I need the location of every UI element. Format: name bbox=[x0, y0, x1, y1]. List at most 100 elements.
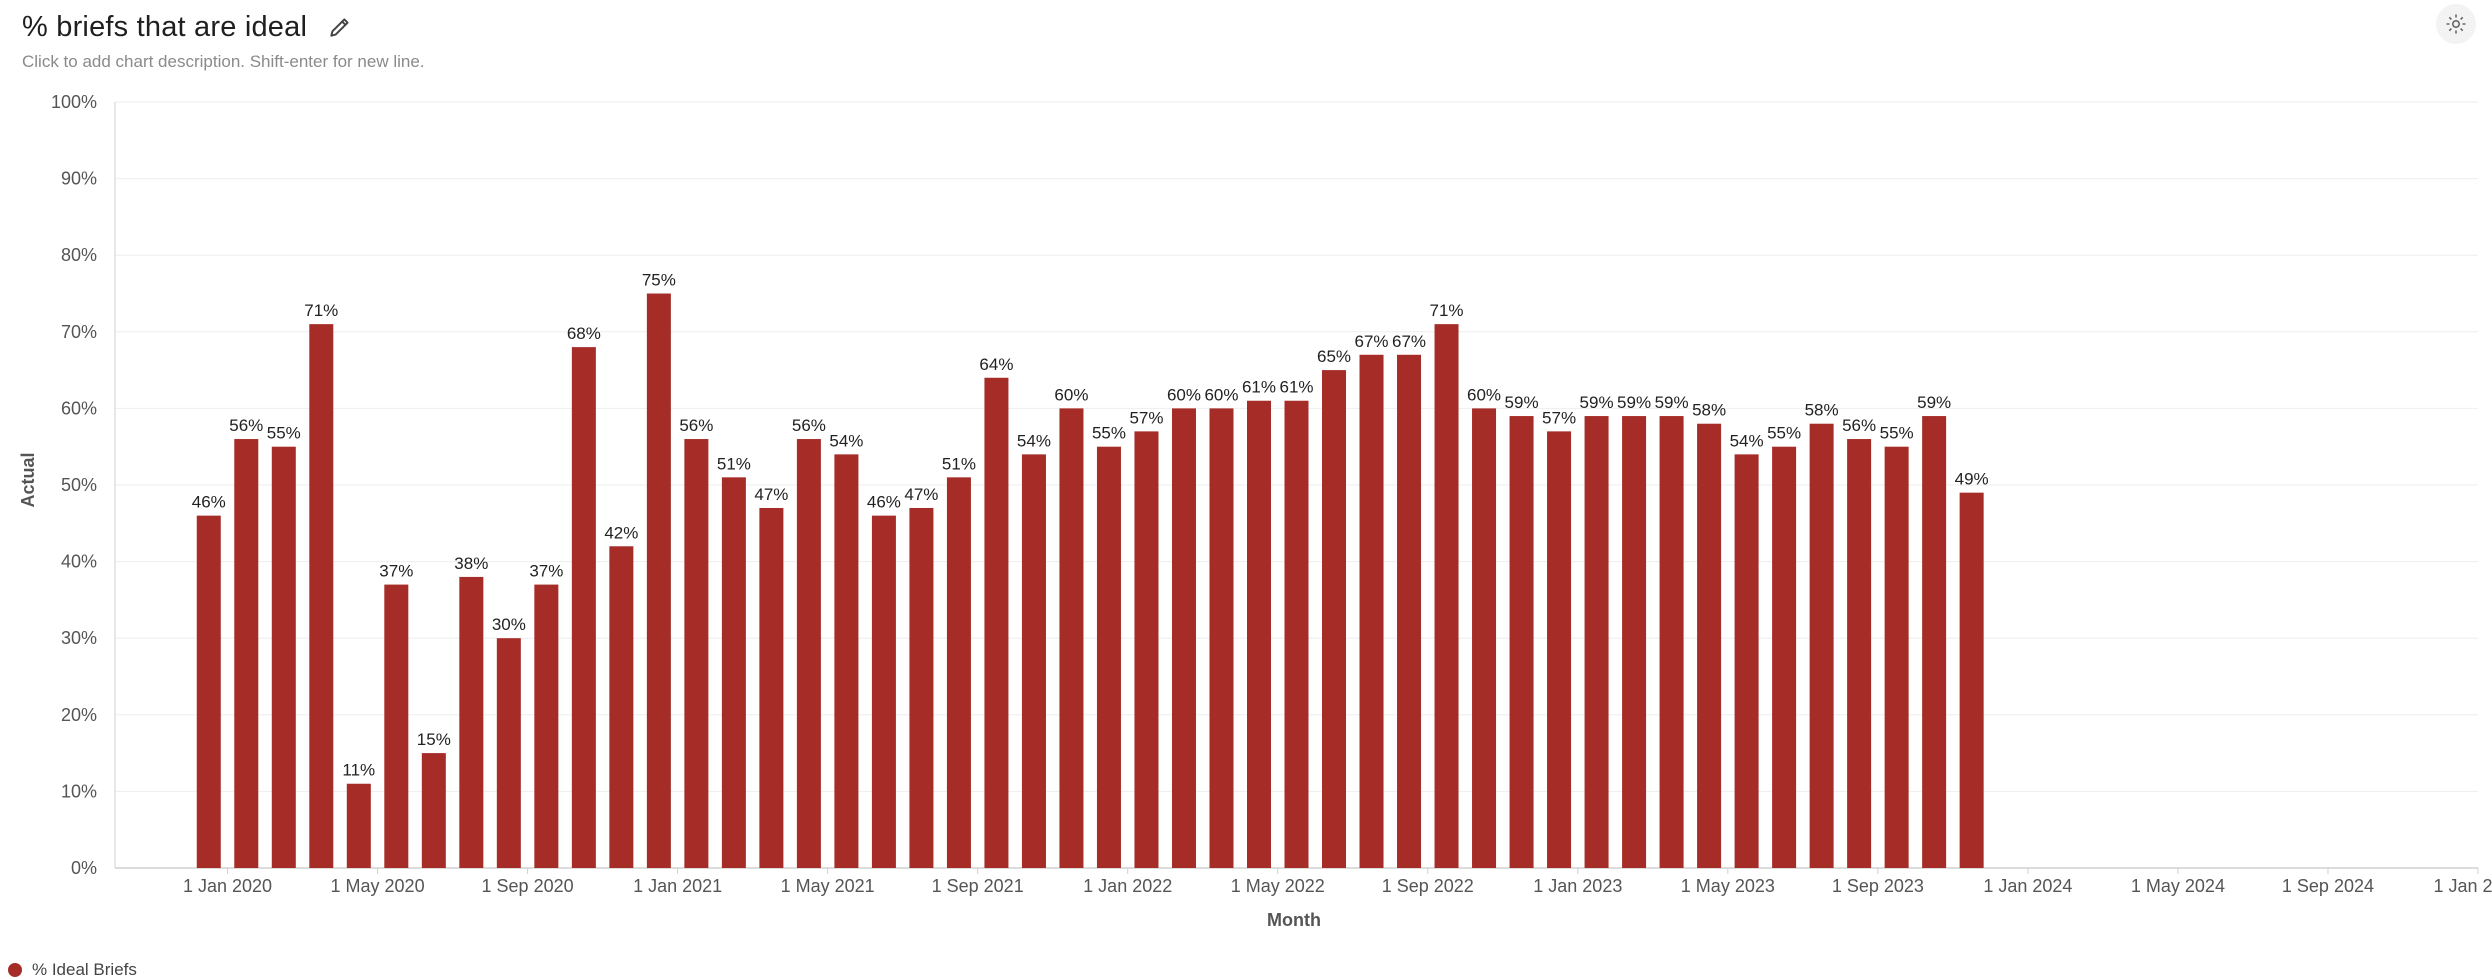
legend[interactable]: % Ideal Briefs bbox=[8, 960, 137, 980]
bar-value-label: 56% bbox=[229, 416, 263, 435]
bar[interactable] bbox=[684, 439, 709, 868]
y-axis-title: Actual bbox=[18, 452, 38, 507]
bar[interactable] bbox=[1697, 423, 1722, 868]
bar[interactable] bbox=[571, 347, 596, 868]
bar-value-label: 59% bbox=[1617, 393, 1651, 412]
bar[interactable] bbox=[721, 477, 746, 868]
bar[interactable] bbox=[1959, 492, 1984, 868]
bar-value-label: 46% bbox=[192, 493, 226, 512]
bar[interactable] bbox=[1809, 423, 1834, 868]
bar[interactable] bbox=[1547, 431, 1572, 868]
bar-value-label: 37% bbox=[379, 562, 413, 581]
y-tick-label: 80% bbox=[61, 245, 97, 265]
bar[interactable] bbox=[909, 507, 934, 868]
bar-value-label: 54% bbox=[1017, 431, 1051, 450]
bar[interactable] bbox=[1472, 408, 1497, 868]
bar[interactable] bbox=[271, 446, 296, 868]
bar[interactable] bbox=[1434, 324, 1459, 868]
bar[interactable] bbox=[421, 753, 446, 868]
bar-value-label: 60% bbox=[1167, 385, 1201, 404]
x-tick-label: 1 May 2024 bbox=[2131, 876, 2225, 896]
bar-value-label: 59% bbox=[1917, 393, 1951, 412]
bar[interactable] bbox=[1659, 416, 1684, 868]
chart-description[interactable]: Click to add chart description. Shift-en… bbox=[22, 52, 425, 71]
bar[interactable] bbox=[946, 477, 971, 868]
bar-value-label: 59% bbox=[1505, 393, 1539, 412]
x-axis-ticks: 1 Jan 2020 1 May 2020 1 Sep 2020 1 Jan 2021… bbox=[183, 868, 2492, 896]
bar-value-label: 71% bbox=[1430, 301, 1464, 320]
bar[interactable] bbox=[1509, 416, 1534, 868]
bar[interactable] bbox=[1059, 408, 1084, 868]
bar-value-label: 60% bbox=[1054, 385, 1088, 404]
bar-value-label: 65% bbox=[1317, 347, 1351, 366]
bar-value-label: 57% bbox=[1129, 408, 1163, 427]
bar[interactable] bbox=[646, 293, 671, 869]
chart-header: % briefs that are ideal bbox=[22, 6, 355, 48]
bar[interactable] bbox=[1847, 439, 1872, 868]
bar[interactable] bbox=[609, 546, 634, 868]
bar[interactable] bbox=[1359, 354, 1384, 868]
bar[interactable] bbox=[1734, 454, 1759, 868]
bar[interactable] bbox=[1246, 400, 1271, 868]
bar[interactable] bbox=[234, 439, 259, 868]
y-tick-label: 90% bbox=[61, 169, 97, 189]
bar[interactable] bbox=[496, 638, 521, 868]
bar[interactable] bbox=[796, 439, 821, 868]
bar-value-label: 38% bbox=[454, 554, 488, 573]
bar-value-label: 61% bbox=[1279, 378, 1313, 397]
y-tick-label: 10% bbox=[61, 781, 97, 801]
x-tick-label: 1 Jan 2021 bbox=[633, 876, 722, 896]
bar[interactable] bbox=[1171, 408, 1196, 868]
bar[interactable] bbox=[834, 454, 859, 868]
bar[interactable] bbox=[1284, 400, 1309, 868]
bar-value-label: 64% bbox=[979, 355, 1013, 374]
bar[interactable] bbox=[871, 515, 896, 868]
bar[interactable] bbox=[1584, 416, 1609, 868]
bar[interactable] bbox=[1772, 446, 1797, 868]
bar[interactable] bbox=[309, 324, 334, 868]
x-tick-label: 1 Sep 2024 bbox=[2282, 876, 2374, 896]
bar-value-label: 56% bbox=[792, 416, 826, 435]
pencil-icon[interactable] bbox=[325, 12, 355, 42]
y-tick-label: 30% bbox=[61, 628, 97, 648]
x-tick-label: 1 Jan 2022 bbox=[1083, 876, 1172, 896]
bar[interactable] bbox=[534, 584, 559, 868]
bar-value-label: 55% bbox=[1880, 424, 1914, 443]
bar-value-label: 71% bbox=[304, 301, 338, 320]
bar-value-label: 55% bbox=[267, 424, 301, 443]
x-tick-label: 1 Sep 2020 bbox=[482, 876, 574, 896]
bar[interactable] bbox=[1397, 354, 1422, 868]
bar[interactable] bbox=[1622, 416, 1647, 868]
y-axis-ticks: 0% 10% 20% 30% 40% 50% 60% 70% 80% 90% 100% bbox=[51, 92, 97, 878]
x-tick-label: 1 Jan 2023 bbox=[1533, 876, 1622, 896]
bar-value-label: 47% bbox=[754, 485, 788, 504]
bar[interactable] bbox=[759, 507, 784, 868]
bar[interactable] bbox=[984, 377, 1009, 868]
bar[interactable] bbox=[1134, 431, 1159, 868]
gear-icon[interactable] bbox=[2436, 4, 2476, 44]
x-tick-label: 1 May 2021 bbox=[781, 876, 875, 896]
y-tick-label: 100% bbox=[51, 92, 97, 112]
x-tick-label: 1 Sep 2023 bbox=[1832, 876, 1924, 896]
bar-value-label: 58% bbox=[1805, 401, 1839, 420]
bar-value-label: 56% bbox=[679, 416, 713, 435]
data-labels: 46%56% 55%71%11%37%15%38%30%37%68%42%75%5… bbox=[192, 271, 1989, 780]
bar[interactable] bbox=[1322, 370, 1347, 868]
bar[interactable] bbox=[1884, 446, 1909, 868]
bar[interactable] bbox=[346, 783, 371, 868]
bar[interactable] bbox=[1922, 416, 1947, 868]
bar[interactable] bbox=[1021, 454, 1046, 868]
bar[interactable] bbox=[1096, 446, 1121, 868]
x-tick-label: 1 May 2023 bbox=[1681, 876, 1775, 896]
bar[interactable] bbox=[196, 515, 221, 868]
bar[interactable] bbox=[1209, 408, 1234, 868]
bar-value-label: 11% bbox=[342, 761, 375, 780]
bar[interactable] bbox=[459, 576, 484, 868]
bar-value-label: 55% bbox=[1092, 424, 1126, 443]
bar-series bbox=[196, 293, 1984, 869]
bar-value-label: 54% bbox=[1730, 431, 1764, 450]
chart-title[interactable]: % briefs that are ideal bbox=[22, 10, 308, 43]
bar[interactable] bbox=[384, 584, 409, 868]
bar-value-label: 37% bbox=[529, 562, 563, 581]
